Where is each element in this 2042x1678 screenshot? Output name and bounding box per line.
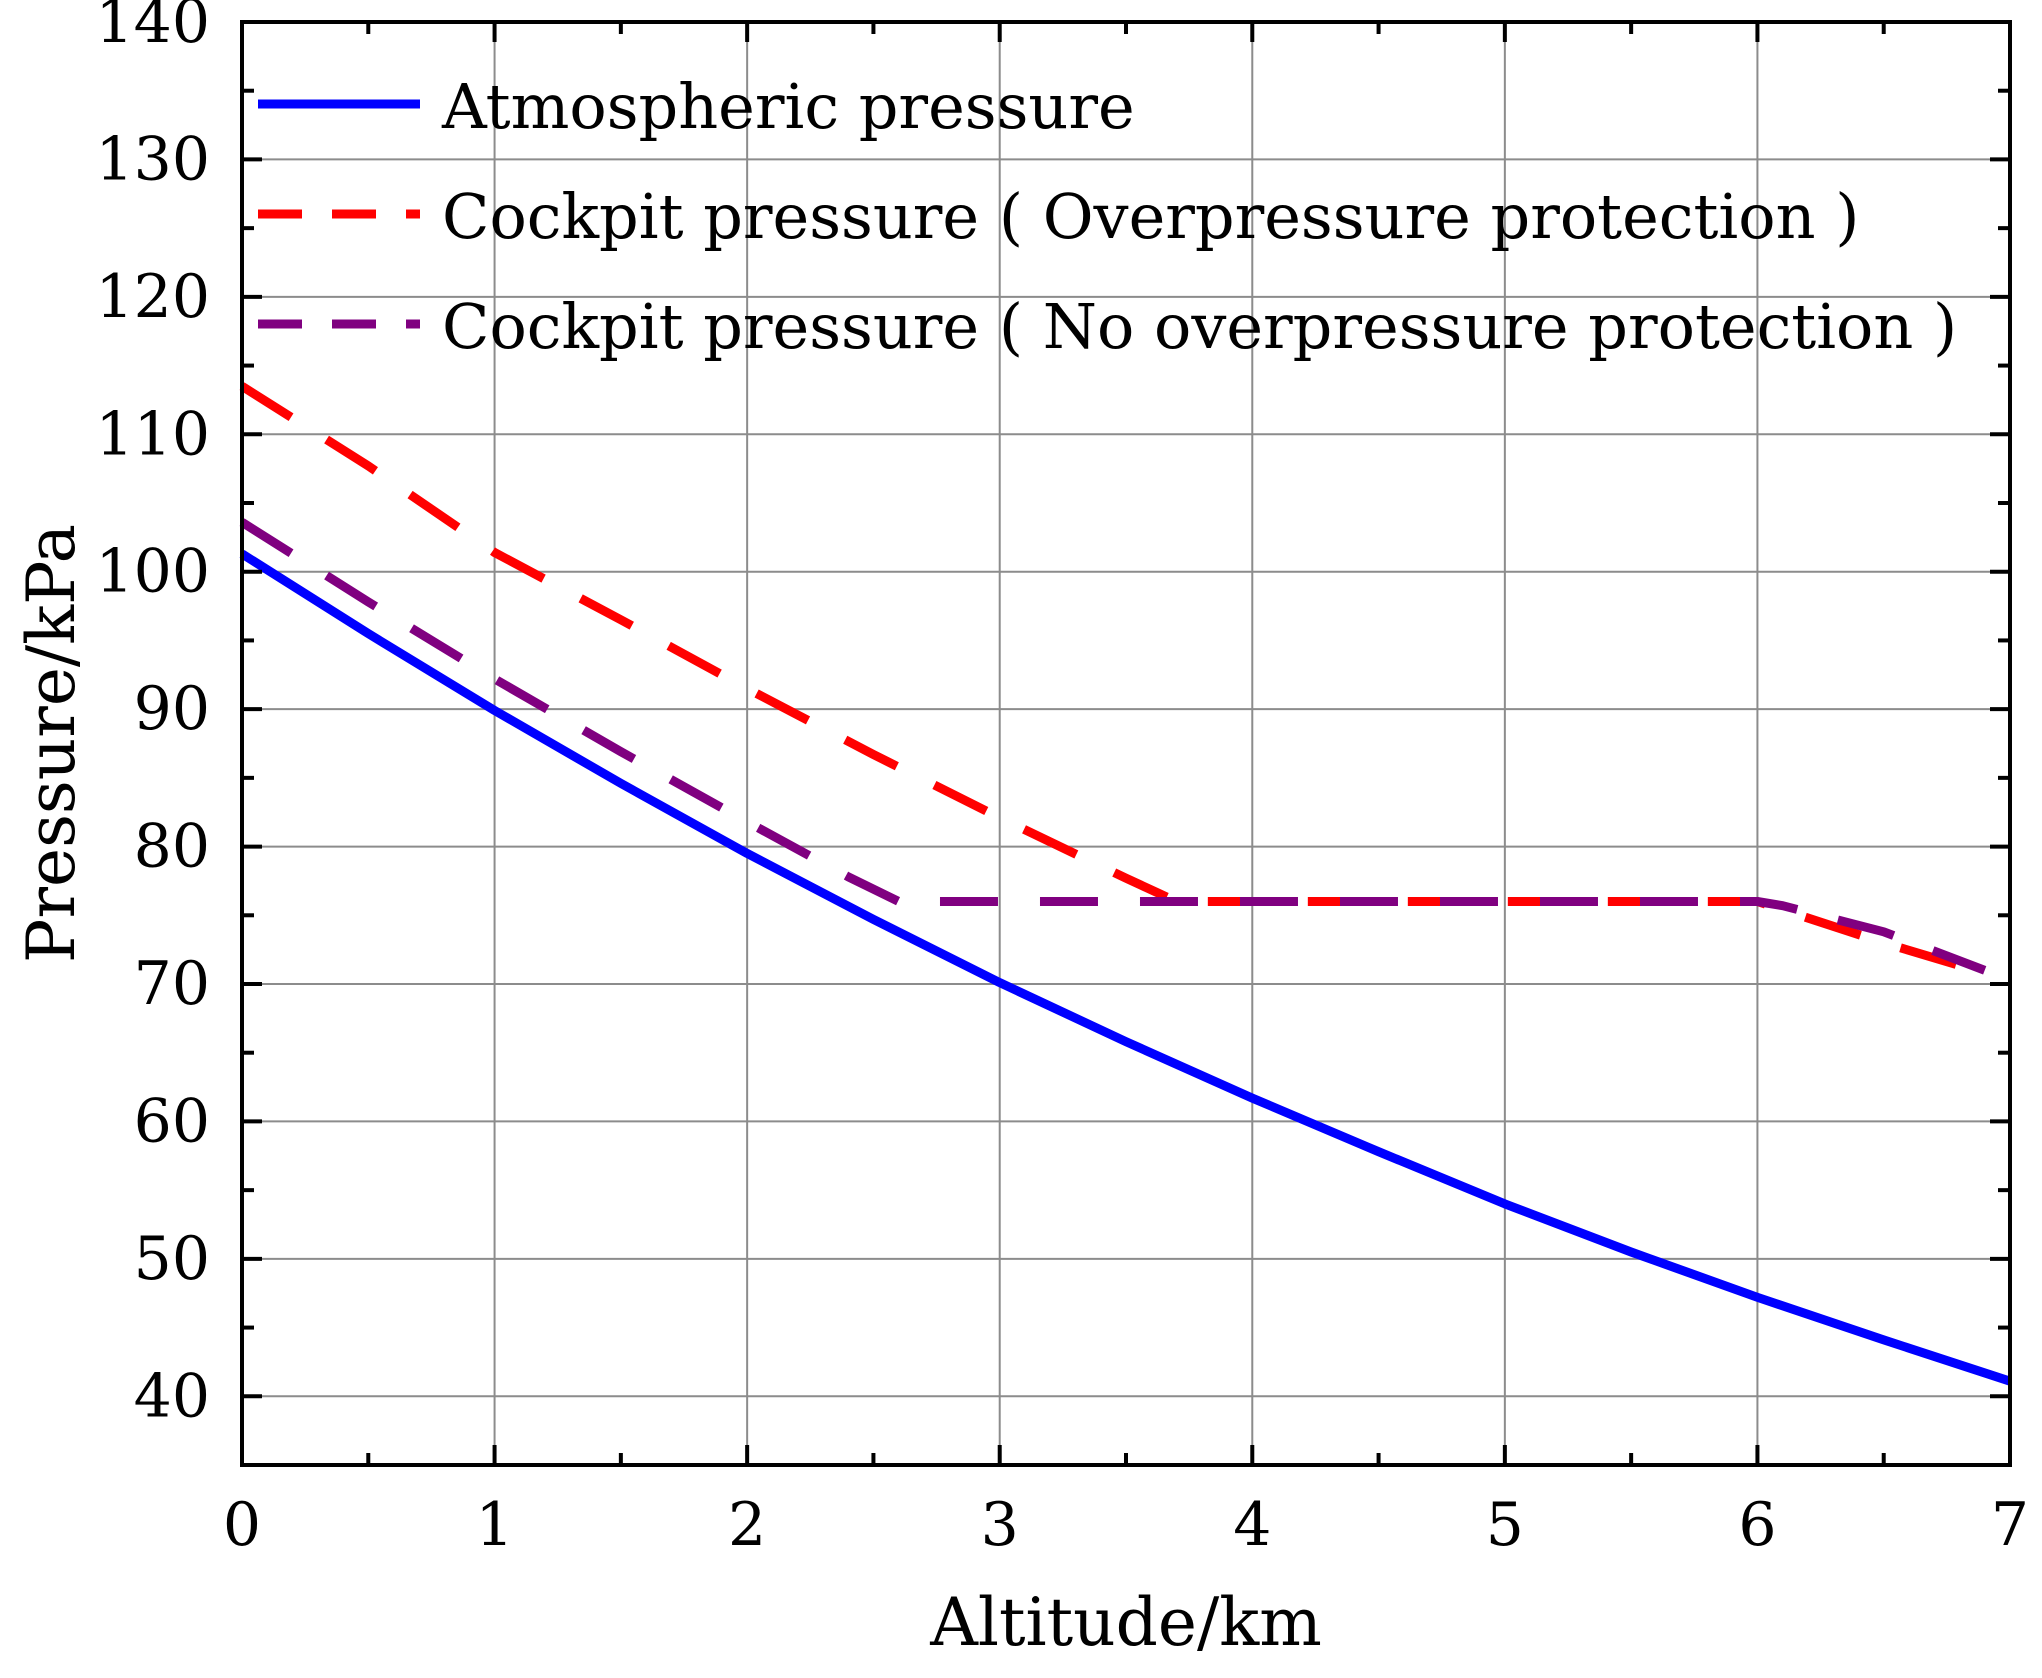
x-tick-label: 2 xyxy=(728,1490,766,1560)
grid xyxy=(242,22,2010,1465)
series-line-1 xyxy=(239,549,2012,1386)
y-tick-label: 90 xyxy=(134,674,210,744)
x-tick-label: 7 xyxy=(1991,1490,2029,1560)
legend-label-2: Cockpit pressure ( Overpressure protecti… xyxy=(442,180,1859,253)
plot-frame xyxy=(240,20,2012,1467)
y-tick-label: 140 xyxy=(95,0,210,57)
legend-label-1: Atmospheric pressure xyxy=(441,70,1135,143)
y-tick-label: 40 xyxy=(134,1361,210,1431)
x-tick-label: 0 xyxy=(223,1490,261,1560)
series-layer xyxy=(239,382,2012,1386)
legend: Atmospheric pressure Cockpit pressure ( O… xyxy=(258,70,1957,363)
series-line-2 xyxy=(239,382,1986,978)
y-tick-label: 100 xyxy=(95,537,210,607)
x-tick-label: 3 xyxy=(981,1490,1019,1560)
series-line-3 xyxy=(239,518,1987,975)
y-tick-label: 50 xyxy=(134,1224,210,1294)
y-axis-label: Pressure/kPa xyxy=(13,524,90,963)
x-tick-label: 6 xyxy=(1738,1490,1776,1560)
tick-labels: 0 1 2 3 4 5 6 7 40 50 60 70 80 90 100 110 120 130 140 xyxy=(95,0,2029,1560)
legend-label-3: Cockpit pressure ( No overpressure prote… xyxy=(442,290,1957,363)
y-tick-label: 110 xyxy=(95,399,210,469)
y-tick-label: 60 xyxy=(134,1086,210,1156)
x-tick-label: 1 xyxy=(475,1490,513,1560)
y-tick-label: 80 xyxy=(134,812,210,882)
y-tick-label: 120 xyxy=(95,262,210,332)
x-tick-label: 5 xyxy=(1486,1490,1524,1560)
x-tick-label: 4 xyxy=(1233,1490,1271,1560)
y-tick-label: 130 xyxy=(95,124,210,194)
y-tick-label: 70 xyxy=(134,949,210,1019)
x-axis-label: Altitude/km xyxy=(929,1584,1322,1661)
